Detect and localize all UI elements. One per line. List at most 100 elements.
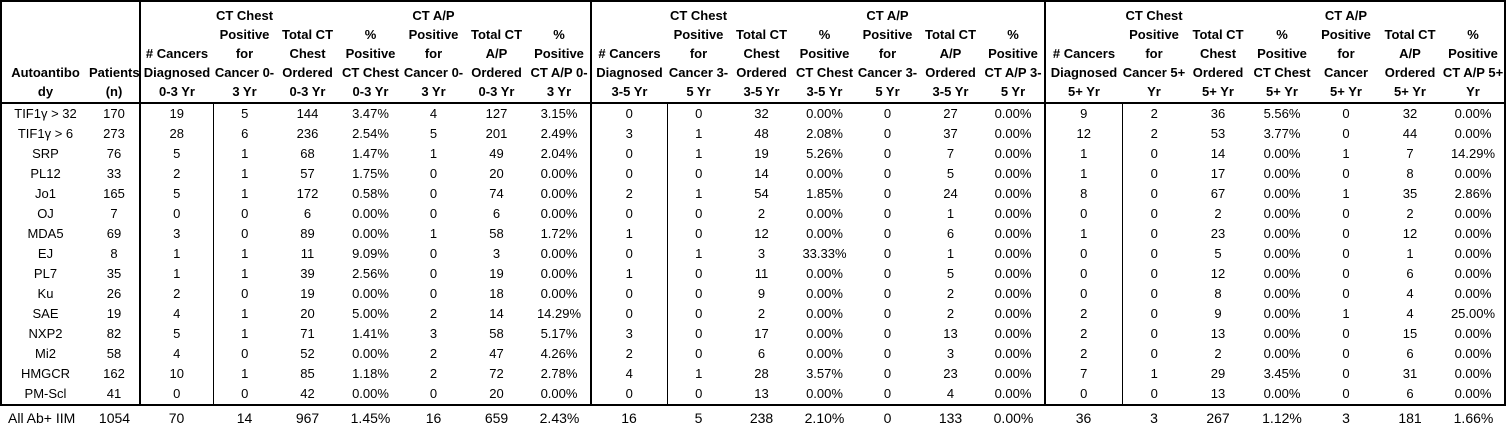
table-cell: 35	[106, 266, 122, 281]
table-cell: 42	[276, 384, 339, 406]
table-cell: 1	[590, 264, 667, 284]
table-cell: 44	[1402, 126, 1418, 141]
table-cell: 5	[139, 324, 213, 344]
table-cell: 8	[1406, 166, 1414, 181]
table-cell: 54	[754, 186, 769, 201]
table-cell: 0	[1342, 266, 1350, 281]
table-cell: 18	[489, 286, 504, 301]
table-cell: 33	[106, 166, 122, 181]
table-cell: 53	[1210, 126, 1226, 141]
column-header: # Cancers Diagnosed 5+ Yr	[1044, 0, 1122, 104]
total-cell: 0	[856, 405, 919, 431]
table-cell: 14	[754, 166, 769, 181]
table-cell: 0	[883, 266, 892, 281]
table-cell: 0	[429, 206, 438, 221]
table-cell: 12	[1044, 124, 1122, 144]
table-cell: 0.00%	[1442, 364, 1506, 384]
table-cell: 6	[1406, 346, 1414, 361]
table-cell: 0.00%	[339, 384, 402, 406]
table-cell: 0	[590, 144, 667, 164]
table-cell: 27	[943, 106, 958, 121]
table-cell: 0	[666, 344, 730, 364]
column-header: Total CT A/P Ordered 3-5 Yr	[919, 0, 982, 104]
table-cell: 0	[1121, 164, 1186, 184]
column-header: % Positive CT Chest 5+ Yr	[1250, 0, 1314, 104]
table-cell: 12	[1402, 226, 1418, 241]
table-cell: 1	[139, 264, 213, 284]
table-cell: 0	[1044, 384, 1122, 406]
table-cell: 0.00%	[806, 206, 843, 221]
table-cell: 0	[1342, 106, 1350, 121]
table-cell: 0	[666, 324, 730, 344]
table-cell: 33.33%	[802, 246, 847, 261]
row-label: Jo1	[0, 184, 89, 204]
table-cell: 0	[666, 384, 730, 406]
table-cell: 0	[883, 146, 892, 161]
table-cell: 0.00%	[806, 286, 843, 301]
table-row: Mi2 58 4 0 52 0.00% 2 47 4.26% 2 0 6 0.00% 0 3 0.00% 2 0 2…	[0, 344, 1506, 364]
table-cell: 13	[730, 384, 793, 406]
table-cell: 3	[429, 326, 438, 341]
column-header: # Cancers Diagnosed 0-3 Yr	[139, 0, 213, 104]
table-cell: 6	[1378, 384, 1442, 406]
table-cell: 172	[296, 186, 319, 201]
table-cell: 29	[1210, 366, 1226, 381]
table-cell: 0	[1044, 284, 1122, 304]
total-cell: 5	[667, 405, 730, 431]
table-cell: 273	[103, 126, 125, 141]
column-header: CT Chest Positive for Cancer 0- 3 Yr	[213, 0, 276, 104]
table-cell: 23	[1210, 226, 1226, 241]
table-cell: 0	[883, 106, 892, 121]
table-cell: 2.86%	[1442, 184, 1506, 204]
table-cell: 11	[300, 246, 315, 261]
table-cell: 3.57%	[806, 366, 843, 381]
table-cell: 39	[300, 266, 315, 281]
table-cell: 0.00%	[1263, 146, 1301, 161]
table-cell: 0.00%	[994, 226, 1032, 241]
total-cell: 14	[213, 405, 276, 431]
table-cell: 32	[1402, 106, 1418, 121]
table-cell: 0.00%	[806, 346, 843, 361]
table-cell: 74	[489, 186, 504, 201]
table-cell: 2	[1121, 103, 1186, 124]
table-cell: 1.18%	[352, 366, 389, 381]
table-cell: 0.00%	[1442, 344, 1506, 364]
table-cell: 5	[212, 103, 276, 124]
table-cell: 1	[429, 146, 438, 161]
table-cell: 0	[1121, 244, 1186, 264]
table-cell: 1	[212, 364, 276, 384]
table-cell: 0.00%	[994, 186, 1032, 201]
table-cell: 7	[1406, 146, 1414, 161]
table-cell: 3.45%	[1263, 366, 1301, 381]
table-cell: 0.00%	[1263, 306, 1301, 321]
table-cell: 19	[754, 146, 769, 161]
table-header: Autoantibo dy Patients (n) # Cancers Diagn…	[0, 0, 1506, 104]
table-cell: 0.00%	[352, 206, 389, 221]
table-cell: 0.00%	[1442, 204, 1506, 224]
total-cell: 2.10%	[793, 405, 856, 431]
table-cell: 0	[1121, 344, 1186, 364]
table-cell: 2	[1044, 324, 1122, 344]
table-cell: 26	[106, 286, 122, 301]
table-cell: 1	[666, 244, 730, 264]
table-cell: 0.00%	[352, 226, 389, 241]
table-cell: 0	[590, 304, 667, 324]
total-row: All Ab+ IIM 1054 70 14 967 1.45% 16 659 2.43% 16 5…	[1, 405, 1505, 431]
column-header: Patients (n)	[89, 0, 140, 104]
table-cell: 2	[1406, 206, 1414, 221]
table-row: OJ 7 0 0 6 0.00% 0 6 0.00% 0 0 2 0.00% 0 1 0.00% 0 0 2 0.00…	[0, 204, 1506, 224]
table-cell: 0.00%	[982, 384, 1045, 406]
table-cell: 19	[300, 286, 315, 301]
column-header: Total CT Chest Ordered 3-5 Yr	[730, 0, 793, 104]
table-cell: 0	[212, 204, 276, 224]
table-cell: 82	[106, 326, 122, 341]
column-header: CT A/P Positive for Cancer 3- 5 Yr	[856, 0, 919, 104]
table-cell: 8	[110, 246, 118, 261]
table-cell: 20	[465, 384, 528, 406]
table-cell: 10	[139, 364, 213, 384]
table-cell: 144	[296, 106, 319, 121]
table-cell: 0	[429, 166, 438, 181]
table-cell: 0	[1342, 286, 1350, 301]
table-cell: 0.00%	[1263, 246, 1301, 261]
